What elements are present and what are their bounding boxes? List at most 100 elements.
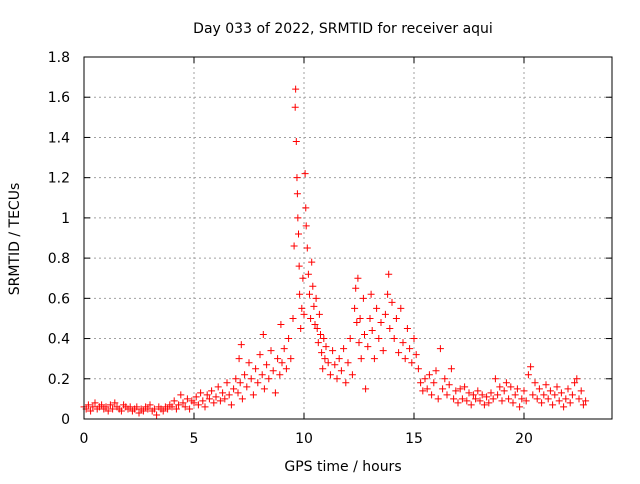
- data-point: [467, 401, 475, 409]
- data-point: [370, 355, 378, 363]
- data-point: [335, 355, 343, 363]
- data-point: [210, 399, 218, 407]
- data-point: [354, 274, 362, 282]
- data-point: [410, 335, 418, 343]
- data-point: [186, 405, 194, 413]
- data-point: [344, 359, 352, 367]
- data-point: [203, 391, 211, 399]
- data-point: [465, 389, 473, 397]
- data-point: [432, 367, 440, 375]
- data-point: [205, 395, 213, 403]
- data-point: [384, 290, 392, 298]
- grid-layer: [84, 57, 612, 419]
- data-point: [454, 399, 462, 407]
- data-point: [406, 345, 414, 353]
- data-point: [522, 397, 530, 405]
- data-point: [564, 385, 572, 393]
- data-point: [293, 190, 301, 198]
- data-point: [315, 310, 323, 318]
- data-point: [351, 304, 359, 312]
- data-point: [386, 325, 394, 332]
- data-point: [221, 395, 229, 403]
- data-point: [403, 325, 411, 332]
- data-point: [117, 407, 125, 415]
- data-point: [139, 407, 147, 415]
- y-tick-label: 0.2: [48, 372, 70, 388]
- data-point: [575, 395, 583, 403]
- data-point: [249, 391, 257, 399]
- y-tick-label: 0.6: [48, 291, 70, 307]
- data-point: [277, 320, 285, 328]
- y-tick-label: 0.4: [48, 332, 70, 348]
- data-point: [304, 270, 312, 278]
- data-point: [397, 304, 405, 312]
- data-point: [357, 355, 365, 363]
- data-point: [428, 391, 436, 399]
- data-point: [524, 371, 532, 379]
- data-point: [502, 379, 510, 387]
- data-point: [450, 395, 458, 403]
- data-point: [259, 331, 267, 339]
- data-point: [252, 365, 260, 373]
- data-point: [181, 403, 189, 411]
- data-point: [551, 391, 559, 399]
- data-point: [175, 401, 183, 409]
- data-point: [346, 335, 354, 343]
- data-point: [197, 389, 205, 397]
- data-point: [318, 349, 326, 357]
- data-point: [487, 389, 495, 397]
- y-tick-label: 0.8: [48, 251, 70, 267]
- data-point: [295, 230, 302, 238]
- data-point: [518, 395, 526, 403]
- data-point: [292, 85, 300, 93]
- data-point: [289, 314, 297, 322]
- data-point: [271, 389, 279, 397]
- data-point: [342, 379, 350, 387]
- data-point: [381, 310, 389, 318]
- data-point: [340, 345, 348, 353]
- data-point: [324, 359, 332, 367]
- data-point: [98, 401, 106, 409]
- data-point: [310, 302, 318, 310]
- data-point: [301, 170, 309, 178]
- data-point: [91, 399, 99, 407]
- data-point: [533, 395, 541, 403]
- data-point: [557, 389, 565, 397]
- data-point: [265, 375, 273, 383]
- data-point: [511, 391, 519, 399]
- y-tick-label: 1.8: [48, 50, 70, 66]
- data-point: [388, 298, 396, 306]
- data-point: [303, 244, 311, 252]
- data-point: [133, 403, 141, 411]
- data-point: [507, 383, 515, 391]
- data-point: [458, 395, 466, 403]
- data-point: [361, 331, 368, 339]
- data-point: [278, 359, 286, 367]
- data-point: [549, 401, 557, 409]
- data-point: [104, 407, 112, 415]
- data-point: [359, 294, 367, 302]
- data-point: [421, 375, 429, 383]
- data-point: [379, 347, 387, 355]
- data-point: [425, 371, 433, 379]
- data-point: [109, 405, 117, 413]
- data-point: [469, 391, 477, 399]
- data-point: [577, 387, 585, 395]
- data-point: [216, 397, 224, 405]
- data-point: [326, 371, 334, 379]
- data-point: [535, 385, 543, 393]
- data-point: [285, 335, 293, 343]
- data-point: [474, 387, 482, 395]
- data-point: [568, 391, 576, 399]
- data-point: [295, 262, 303, 270]
- data-point: [496, 383, 504, 391]
- data-point: [299, 274, 307, 282]
- data-point: [153, 411, 161, 419]
- data-point: [183, 395, 191, 403]
- data-point: [447, 365, 455, 373]
- data-point: [491, 375, 499, 383]
- y-tick-label: 1: [61, 211, 70, 227]
- data-point: [293, 174, 301, 182]
- data-point: [401, 355, 409, 363]
